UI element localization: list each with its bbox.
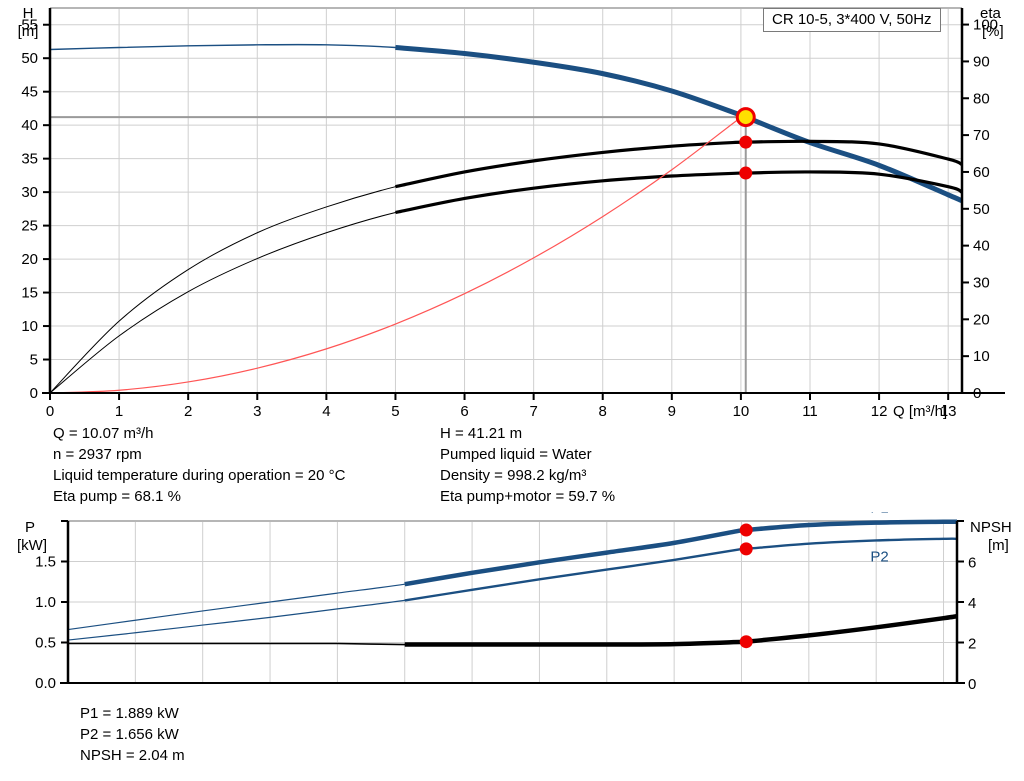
tick-label-flow: 8 (599, 403, 607, 420)
tick-label-head: 0 (30, 385, 38, 402)
duty-info-line-0: H = 41.21 m (440, 425, 523, 442)
tick-label-head: 55 (21, 17, 38, 34)
bottom-chart-group: P1 P2 0.0 0.5 1.0 1.5 0 2 4 6 P[kW] NPSH[m] (17, 512, 1012, 693)
tick-label-eta: 90 (973, 53, 990, 70)
duty-info-left: Q = 10.07 m³/h n = 2937 rpm Liquid tempera… (53, 423, 345, 507)
tick-label-flow: 10 (733, 403, 750, 420)
tick-label-power: 1.5 (35, 554, 56, 571)
tick-label-eta: 20 (973, 311, 990, 328)
left-axis-title: H (23, 5, 34, 22)
tick-label-head: 30 (21, 184, 38, 201)
tick-label-eta: 50 (973, 201, 990, 218)
left-axis-title: P (25, 519, 35, 536)
power-npsh-chart: P1 P2 0.0 0.5 1.0 1.5 0 2 4 6 P[kW] NPSH[m] (17, 512, 1012, 693)
tick-label-flow: 1 (115, 403, 123, 420)
right-axis-title: eta (980, 5, 1002, 22)
duty-point-marker (735, 107, 756, 128)
tick-label-npsh: 4 (968, 595, 976, 612)
tick-label-npsh: 2 (968, 636, 976, 653)
curve-thick-p1 (404, 519, 958, 587)
right-axis-unit: [%] (982, 23, 1004, 40)
tick-label-eta: 40 (973, 238, 990, 255)
tick-label-power: 1.0 (35, 594, 56, 611)
system-curve (49, 112, 749, 394)
power-info-line-2: NPSH = 2.04 m (80, 747, 185, 764)
duty-info-line-3: Eta pump = 68.1 % (53, 488, 181, 505)
tick-label-head: 40 (21, 117, 38, 134)
tick-label-flow: 13 (940, 403, 957, 420)
eta-pump-motor-duty-marker (739, 166, 753, 180)
tick-label-npsh: 0 (968, 676, 976, 693)
tick-label-flow: 5 (391, 403, 399, 420)
tick-label-head: 45 (21, 84, 38, 101)
tick-label-head: 15 (21, 285, 38, 302)
x-axis-title: Q [m³/h] (893, 403, 947, 420)
duty-info-line-2: Liquid temperature during operation = 20… (53, 467, 346, 484)
right-axis-unit: [m] (988, 537, 1009, 554)
tick-label-flow: 12 (871, 403, 888, 420)
right-axis-title: NPSH (970, 519, 1012, 536)
tick-label-head: 50 (21, 50, 38, 67)
p1-curve-label: P1 (870, 512, 888, 517)
tick-label-flow: 11 (802, 403, 818, 420)
tick-label-eta: 70 (973, 127, 990, 144)
tick-label-flow: 4 (322, 403, 330, 420)
pump-title-box: CR 10-5, 3*400 V, 50Hz (763, 8, 941, 32)
curve-thick-npsh (404, 613, 958, 647)
tick-label-head: 20 (21, 251, 38, 268)
duty-info-line-0: Q = 10.07 m³/h (53, 425, 154, 442)
tick-label-eta: 100 (973, 17, 998, 34)
tick-label-eta: 10 (973, 348, 990, 365)
head-efficiency-chart: 0510152025303540455055010203040506070809… (18, 5, 1005, 420)
left-axis-unit: [kW] (17, 537, 47, 554)
tick-label-head: 5 (30, 352, 38, 369)
duty-info-right: H = 41.21 m Pumped liquid = Water Density … (440, 423, 615, 507)
tick-label-head: 35 (21, 151, 38, 168)
tick-label-npsh: 6 (968, 555, 976, 572)
tick-label-eta: 60 (973, 164, 990, 181)
plot-background (50, 8, 962, 393)
power-info: P1 = 1.889 kW P2 = 1.656 kW NPSH = 2.04 m (80, 703, 185, 766)
tick-label-flow: 9 (668, 403, 676, 420)
tick-label-flow: 7 (529, 403, 537, 420)
duty-info-line-2: Density = 998.2 kg/m³ (440, 467, 587, 484)
eta-pump-duty-marker (739, 135, 753, 149)
tick-label-eta: 80 (973, 90, 990, 107)
duty-marker-npsh (739, 635, 753, 649)
tick-label-power: 0.5 (35, 635, 56, 652)
tick-label-flow: 3 (253, 403, 261, 420)
tick-label-eta: 0 (973, 385, 981, 402)
tick-label-flow: 0 (46, 403, 54, 420)
duty-info-line-3: Eta pump+motor = 59.7 % (440, 488, 616, 505)
duty-info-line-1: Pumped liquid = Water (440, 446, 592, 463)
power-info-line-1: P2 = 1.656 kW (80, 726, 179, 743)
duty-marker-p1 (739, 523, 753, 537)
tick-label-flow: 2 (184, 403, 192, 420)
tick-label-eta: 30 (973, 274, 990, 291)
tick-label-power: 0.0 (35, 675, 56, 692)
p2-curve-label: P2 (870, 548, 888, 565)
top-chart-group: 0510152025303540455055010203040506070809… (18, 5, 1005, 420)
duty-marker-p2 (739, 542, 753, 556)
power-info-line-0: P1 = 1.889 kW (80, 705, 179, 722)
tick-label-head: 10 (21, 318, 38, 335)
tick-label-flow: 6 (460, 403, 468, 420)
duty-info-line-1: n = 2937 rpm (53, 446, 142, 463)
curve-thick-p2 (404, 537, 958, 602)
left-axis-unit: [m] (18, 23, 39, 40)
tick-label-head: 25 (21, 218, 38, 235)
